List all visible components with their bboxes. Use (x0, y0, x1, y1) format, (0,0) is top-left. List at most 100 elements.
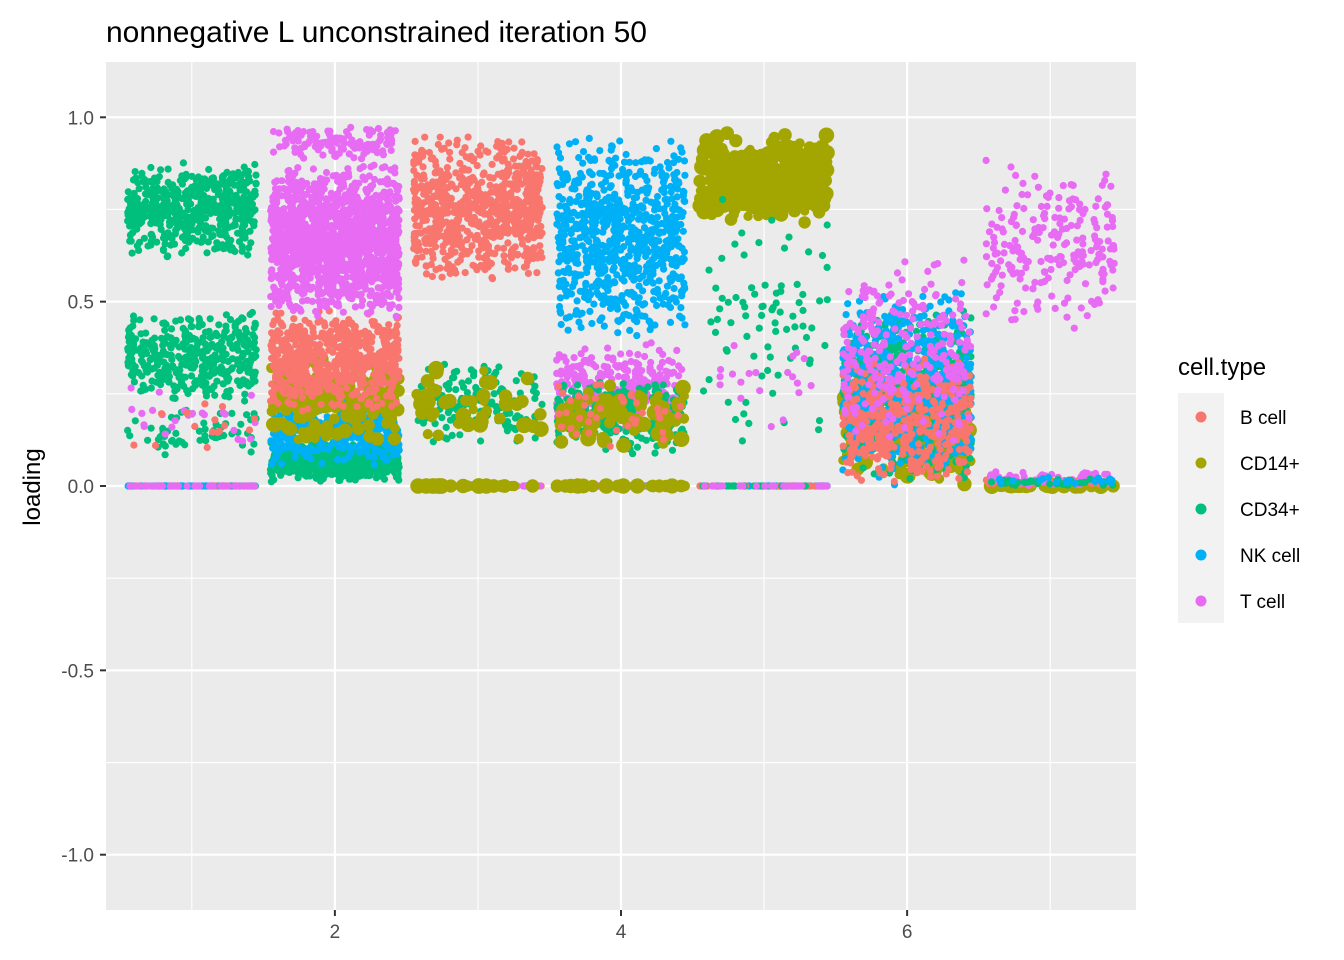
data-point (130, 345, 138, 353)
data-point (200, 207, 208, 215)
data-point (159, 246, 168, 255)
data-point (142, 329, 150, 337)
data-point (308, 193, 316, 201)
data-point (298, 407, 306, 415)
data-point (359, 364, 368, 372)
data-point (247, 448, 255, 456)
data-point (179, 159, 187, 167)
data-point (356, 282, 365, 290)
data-point (206, 315, 214, 323)
data-point (175, 373, 183, 381)
data-point (446, 155, 454, 163)
data-point (331, 364, 339, 373)
data-point (291, 447, 300, 455)
data-point (324, 445, 333, 453)
data-point (146, 178, 155, 186)
data-point (379, 379, 387, 387)
data-point (252, 346, 260, 354)
data-point (297, 376, 305, 384)
data-point (374, 324, 382, 332)
data-point (240, 482, 248, 490)
data-point (169, 394, 177, 402)
data-point (127, 384, 135, 392)
data-point (232, 215, 241, 223)
data-point (144, 436, 152, 444)
data-point (202, 392, 211, 400)
data-point (236, 381, 244, 390)
data-point (244, 173, 253, 181)
data-point (221, 410, 229, 418)
data-point (270, 445, 278, 453)
data-point (340, 456, 348, 464)
data-point (354, 195, 362, 203)
data-point (385, 245, 393, 254)
data-point (306, 347, 315, 355)
data-point (188, 172, 196, 180)
data-point (154, 210, 162, 218)
data-point (486, 181, 494, 189)
data-point (187, 200, 195, 208)
data-point (353, 387, 361, 395)
data-point (315, 282, 323, 290)
data-point (366, 300, 374, 308)
data-point (202, 222, 210, 230)
data-point (210, 382, 218, 390)
data-point (181, 189, 189, 197)
data-point (378, 164, 386, 172)
data-point (208, 358, 216, 366)
data-point (180, 222, 188, 230)
data-point (358, 330, 366, 338)
data-point (351, 179, 359, 187)
data-point (392, 326, 400, 334)
data-point (252, 180, 260, 188)
data-point (155, 186, 163, 194)
data-point (160, 358, 168, 366)
data-point (140, 234, 148, 242)
data-point (199, 349, 207, 358)
data-point (392, 346, 400, 354)
data-point (352, 237, 360, 245)
data-point (326, 133, 334, 141)
data-point (212, 202, 220, 210)
data-point (347, 266, 355, 274)
data-point (373, 270, 381, 278)
data-point (339, 402, 347, 410)
data-point (352, 334, 360, 342)
data-point (372, 385, 380, 393)
data-point (482, 147, 490, 155)
data-point (367, 287, 375, 295)
data-point (363, 309, 371, 317)
data-point (171, 417, 179, 425)
data-point (314, 146, 322, 154)
data-point (270, 216, 278, 224)
data-point (379, 204, 387, 212)
data-point (159, 440, 167, 448)
data-point (158, 370, 166, 378)
data-point (461, 144, 469, 152)
data-point (237, 172, 245, 180)
data-point (386, 304, 394, 312)
data-point (194, 228, 202, 236)
data-point (136, 316, 144, 324)
data-point (373, 357, 381, 366)
data-point (151, 334, 159, 342)
data-point (294, 164, 302, 172)
data-point (130, 367, 138, 375)
data-point (361, 462, 369, 471)
data-point (277, 265, 285, 273)
data-point (245, 426, 254, 434)
data-point (131, 417, 139, 425)
data-point (220, 482, 228, 490)
data-point (350, 154, 358, 162)
data-point (224, 357, 232, 366)
data-point (303, 179, 311, 188)
data-point (309, 165, 317, 173)
data-point (341, 437, 349, 445)
data-point (197, 372, 205, 380)
data-point (149, 211, 157, 219)
data-point (314, 272, 322, 280)
data-point (289, 281, 297, 290)
data-point (250, 415, 259, 423)
data-point (212, 329, 220, 337)
data-point (348, 321, 356, 329)
